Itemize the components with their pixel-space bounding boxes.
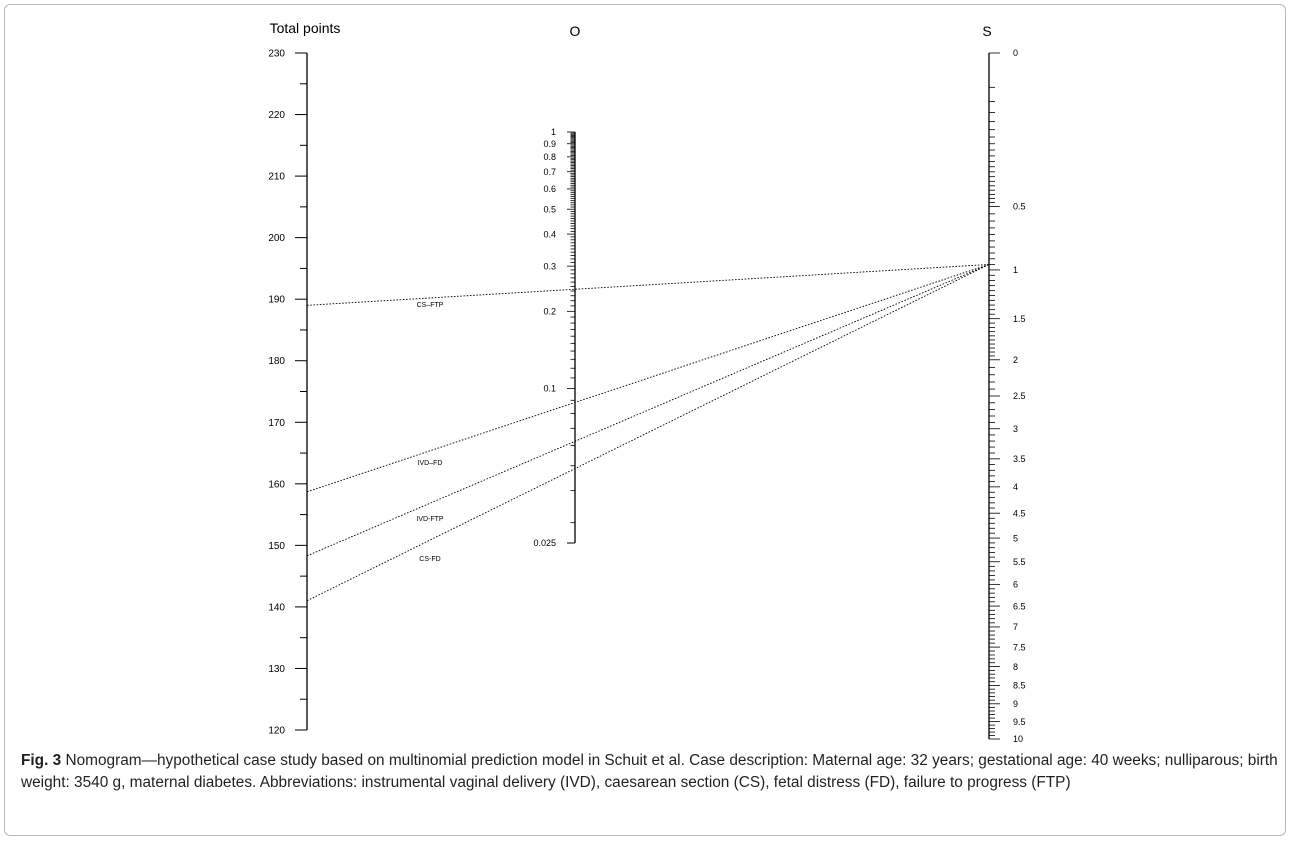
case-line-label: CS–FTP [417,302,444,309]
s-tick-label: 2 [1013,355,1018,365]
total-points-tick-label: 170 [268,418,285,429]
case-line [306,264,990,602]
s-tick-label: 8.5 [1013,681,1026,691]
total-points-tick-label: 140 [268,602,285,613]
s-tick-label: 3.5 [1013,454,1026,464]
total-points-tick-label: 220 [268,110,285,121]
total-points-tick-label: 160 [268,479,285,490]
case-line-group: CS–FTP [306,263,990,309]
o-tick-label: 0.7 [543,167,556,177]
s-tick-label: 6.5 [1013,601,1026,611]
o-axis-title: O [570,23,581,39]
o-scale: O 0.025 0.1 0.2 0.3 0.4 0.5 0.6 0.7 0.8 0.9 1 [533,23,580,548]
case-line [306,264,990,557]
case-line-label: IVD-FTP [416,516,444,523]
s-tick-label: 0 [1013,48,1018,58]
lines-layer: CS–FTP IVD–FD IVD-FTP CS-FD [306,263,990,602]
s-tick-label: 1 [1013,265,1018,275]
s-tick-label: 8 [1013,662,1018,672]
s-tick-label: 10 [1013,734,1023,744]
s-tick-label: 4.5 [1013,508,1026,518]
s-tick-label: 1.5 [1013,314,1026,324]
s-tick-label: 4 [1013,482,1018,492]
o-tick-label: 0.3 [543,261,556,271]
nomogram-chart: Total points1201301401501601701801902002… [268,20,1025,744]
o-tick-label: 0.5 [543,204,556,214]
s-axis-title: S [982,23,991,39]
s-tick-label: 7 [1013,622,1018,632]
case-line-label: CS-FD [419,556,440,563]
caption-label: Fig. 3 [21,752,62,769]
o-tick-label: 0.6 [543,184,556,194]
case-line-group: IVD–FD [306,264,990,493]
s-tick-label: 9.5 [1013,717,1026,727]
o-tick-label: 0.4 [543,229,556,239]
total-points-tick-label: 130 [268,664,285,675]
s-tick-label: 0.5 [1013,202,1026,212]
case-line-group: CS-FD [306,264,990,602]
total-points-tick-label: 180 [268,356,285,367]
total-points-axis-title: Total points [270,20,341,36]
o-tick-label: 0.8 [543,152,556,162]
s-tick-label: 5.5 [1013,557,1026,567]
o-tick-label: 0.9 [543,139,556,149]
o-tick-label: 1 [551,127,556,137]
axes-layer: Total points1201301401501601701801902002… [268,20,1025,744]
caption-text: Nomogram—hypothetical case study based o… [21,752,1278,791]
total-points-tick-label: 120 [268,726,285,737]
s-tick-label: 2.5 [1013,391,1026,401]
total-points-tick-label: 150 [268,541,285,552]
case-line [306,264,990,493]
figure-caption: Fig. 3 Nomogram—hypothetical case study … [21,750,1286,793]
o-tick-label: 0.2 [543,307,556,317]
case-line-group: IVD-FTP [306,264,990,557]
s-tick-label: 7.5 [1013,642,1026,652]
s-tick-label: 3 [1013,424,1018,434]
s-scale: S 0 0.5 1 1.5 2 2.5 3 3.5 4 4.5 5 5.5 6 6.5 7 7.5 8 8.5 9 9.… [982,23,1025,744]
case-line [306,263,990,306]
o-tick-label: 0.1 [543,384,556,394]
total-points-tick-label: 230 [268,49,285,60]
o-tick-label: 0.025 [533,538,556,548]
figure-frame: Total points 120 130 140 150 160 170 180 190 200 2… [4,4,1286,836]
total-points-tick-label: 190 [268,295,285,306]
s-tick-label: 9 [1013,699,1018,709]
total-points-tick-label: 200 [268,233,285,244]
case-line-label: IVD–FD [418,460,443,467]
total-points-tick-label: 210 [268,172,285,183]
total-points-scale: Total points 120 130 140 150 160 170 180 190 200 2… [268,20,340,737]
s-tick-label: 6 [1013,580,1018,590]
s-tick-label: 5 [1013,533,1018,543]
